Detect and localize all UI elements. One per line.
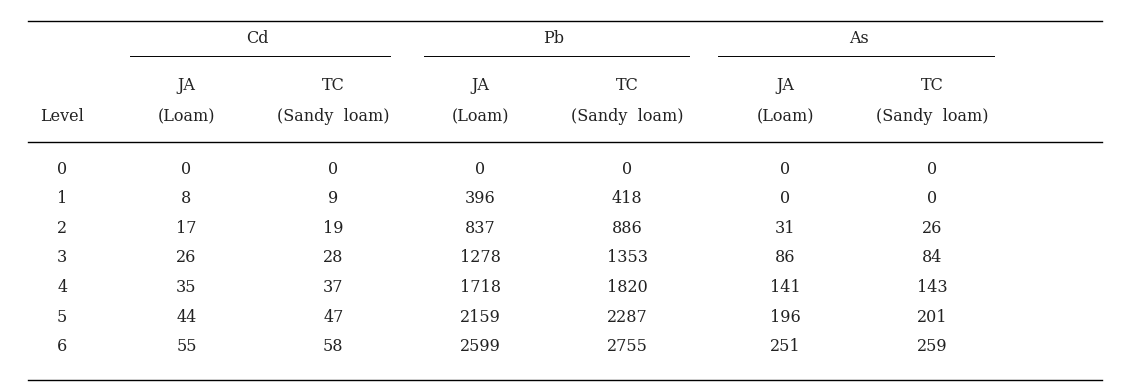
Text: 0: 0 — [476, 161, 485, 178]
Text: 55: 55 — [176, 338, 197, 355]
Text: (Sandy  loam): (Sandy loam) — [571, 108, 684, 125]
Text: 35: 35 — [176, 279, 197, 296]
Text: 2: 2 — [58, 220, 67, 237]
Text: 1353: 1353 — [607, 249, 647, 266]
Text: 418: 418 — [611, 190, 643, 207]
Text: 0: 0 — [329, 161, 338, 178]
Text: 31: 31 — [775, 220, 796, 237]
Text: 2599: 2599 — [460, 338, 501, 355]
Text: 396: 396 — [464, 190, 496, 207]
Text: (Sandy  loam): (Sandy loam) — [876, 108, 989, 125]
Text: 1: 1 — [56, 190, 68, 207]
Text: 201: 201 — [918, 308, 947, 326]
Text: 37: 37 — [323, 279, 344, 296]
Text: 26: 26 — [922, 220, 942, 237]
Text: 196: 196 — [770, 308, 801, 326]
Text: 44: 44 — [176, 308, 197, 326]
Text: As: As — [849, 30, 869, 47]
Text: TC: TC — [616, 77, 638, 94]
Text: TC: TC — [322, 77, 345, 94]
Text: 886: 886 — [611, 220, 643, 237]
Text: 0: 0 — [182, 161, 191, 178]
Text: 26: 26 — [176, 249, 197, 266]
Text: 84: 84 — [922, 249, 942, 266]
Text: 0: 0 — [781, 161, 790, 178]
Text: 4: 4 — [58, 279, 67, 296]
Text: 3: 3 — [56, 249, 68, 266]
Text: TC: TC — [921, 77, 944, 94]
Text: JA: JA — [177, 77, 195, 94]
Text: 0: 0 — [781, 190, 790, 207]
Text: 1718: 1718 — [460, 279, 501, 296]
Text: 2159: 2159 — [460, 308, 501, 326]
Text: Level: Level — [41, 108, 84, 125]
Text: 2755: 2755 — [607, 338, 647, 355]
Text: 58: 58 — [323, 338, 344, 355]
Text: (Loam): (Loam) — [757, 108, 814, 125]
Text: 143: 143 — [916, 279, 948, 296]
Text: (Loam): (Loam) — [452, 108, 508, 125]
Text: 837: 837 — [464, 220, 496, 237]
Text: 1820: 1820 — [607, 279, 647, 296]
Text: 28: 28 — [323, 249, 344, 266]
Text: JA: JA — [776, 77, 794, 94]
Text: Cd: Cd — [246, 30, 269, 47]
Text: 259: 259 — [916, 338, 948, 355]
Text: 8: 8 — [181, 190, 192, 207]
Text: 0: 0 — [928, 190, 937, 207]
Text: 47: 47 — [323, 308, 344, 326]
Text: 5: 5 — [56, 308, 68, 326]
Text: 86: 86 — [775, 249, 796, 266]
Text: 0: 0 — [928, 161, 937, 178]
Text: 6: 6 — [56, 338, 68, 355]
Text: 2287: 2287 — [607, 308, 647, 326]
Text: 17: 17 — [176, 220, 197, 237]
Text: (Loam): (Loam) — [158, 108, 215, 125]
Text: JA: JA — [471, 77, 489, 94]
Text: 19: 19 — [323, 220, 344, 237]
Text: 0: 0 — [623, 161, 632, 178]
Text: 141: 141 — [770, 279, 801, 296]
Text: Pb: Pb — [544, 30, 564, 47]
Text: 9: 9 — [328, 190, 339, 207]
Text: 1278: 1278 — [460, 249, 501, 266]
Text: (Sandy  loam): (Sandy loam) — [277, 108, 390, 125]
Text: 0: 0 — [58, 161, 67, 178]
Text: 251: 251 — [770, 338, 801, 355]
